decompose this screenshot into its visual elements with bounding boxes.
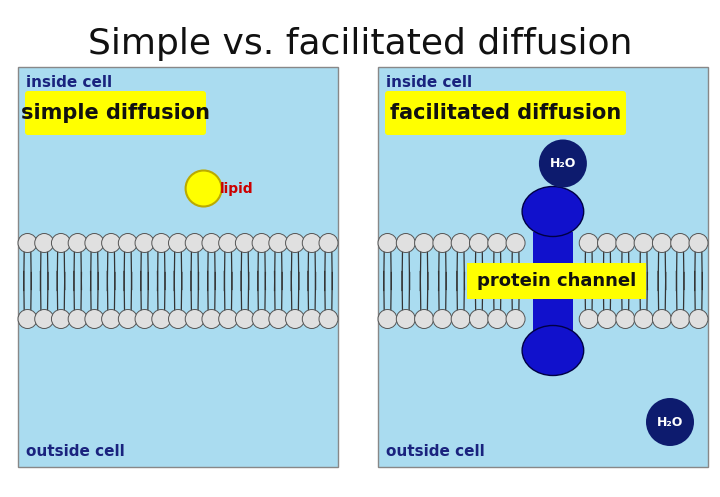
- Text: protein channel: protein channel: [477, 272, 636, 290]
- Circle shape: [319, 310, 338, 329]
- Ellipse shape: [522, 326, 584, 376]
- FancyBboxPatch shape: [385, 91, 626, 135]
- Circle shape: [378, 310, 397, 329]
- FancyBboxPatch shape: [533, 232, 573, 331]
- Circle shape: [252, 310, 271, 329]
- Circle shape: [302, 234, 321, 252]
- FancyBboxPatch shape: [18, 67, 338, 467]
- Text: inside cell: inside cell: [26, 75, 112, 90]
- Circle shape: [487, 234, 507, 252]
- Circle shape: [35, 310, 54, 329]
- Circle shape: [579, 310, 598, 329]
- Circle shape: [433, 310, 452, 329]
- Circle shape: [219, 234, 238, 252]
- Circle shape: [68, 310, 87, 329]
- Circle shape: [68, 234, 87, 252]
- Circle shape: [451, 310, 470, 329]
- Circle shape: [168, 310, 187, 329]
- Circle shape: [598, 234, 616, 252]
- Circle shape: [506, 234, 525, 252]
- Text: Simple vs. facilitated diffusion: Simple vs. facilitated diffusion: [88, 27, 632, 61]
- Circle shape: [152, 310, 171, 329]
- Circle shape: [202, 310, 221, 329]
- Circle shape: [652, 310, 672, 329]
- Circle shape: [378, 234, 397, 252]
- Circle shape: [85, 310, 104, 329]
- Text: lipid: lipid: [220, 181, 253, 195]
- Circle shape: [235, 310, 254, 329]
- Text: facilitated diffusion: facilitated diffusion: [390, 103, 621, 123]
- Circle shape: [616, 310, 635, 329]
- Circle shape: [286, 234, 305, 252]
- FancyBboxPatch shape: [25, 91, 206, 135]
- Circle shape: [487, 310, 507, 329]
- Circle shape: [646, 398, 694, 446]
- Circle shape: [634, 234, 653, 252]
- Circle shape: [152, 234, 171, 252]
- Circle shape: [598, 310, 616, 329]
- Circle shape: [616, 234, 635, 252]
- Circle shape: [539, 140, 587, 187]
- Circle shape: [118, 310, 138, 329]
- Text: H₂O: H₂O: [657, 415, 683, 428]
- Circle shape: [689, 310, 708, 329]
- Circle shape: [135, 310, 154, 329]
- Text: simple diffusion: simple diffusion: [21, 103, 210, 123]
- Text: H₂O: H₂O: [549, 157, 576, 170]
- Circle shape: [302, 310, 321, 329]
- Ellipse shape: [522, 186, 584, 237]
- Circle shape: [579, 234, 598, 252]
- Circle shape: [506, 310, 525, 329]
- Circle shape: [451, 234, 470, 252]
- Circle shape: [185, 234, 204, 252]
- Circle shape: [433, 234, 452, 252]
- Circle shape: [102, 310, 121, 329]
- Circle shape: [51, 310, 71, 329]
- Circle shape: [202, 234, 221, 252]
- Circle shape: [51, 234, 71, 252]
- Circle shape: [469, 234, 488, 252]
- Circle shape: [269, 310, 288, 329]
- Circle shape: [396, 310, 415, 329]
- Circle shape: [135, 234, 154, 252]
- Circle shape: [235, 234, 254, 252]
- Text: outside cell: outside cell: [386, 444, 485, 459]
- Circle shape: [118, 234, 138, 252]
- Circle shape: [634, 310, 653, 329]
- Circle shape: [168, 234, 187, 252]
- Circle shape: [269, 234, 288, 252]
- Circle shape: [85, 234, 104, 252]
- Circle shape: [185, 310, 204, 329]
- Circle shape: [286, 310, 305, 329]
- Circle shape: [319, 234, 338, 252]
- Circle shape: [415, 234, 433, 252]
- FancyBboxPatch shape: [467, 263, 646, 299]
- Circle shape: [186, 170, 222, 206]
- Circle shape: [415, 310, 433, 329]
- Circle shape: [102, 234, 121, 252]
- Circle shape: [18, 234, 37, 252]
- Circle shape: [35, 234, 54, 252]
- Circle shape: [18, 310, 37, 329]
- Circle shape: [252, 234, 271, 252]
- Circle shape: [671, 310, 690, 329]
- Circle shape: [219, 310, 238, 329]
- Circle shape: [652, 234, 672, 252]
- Circle shape: [396, 234, 415, 252]
- FancyBboxPatch shape: [378, 67, 708, 467]
- Text: inside cell: inside cell: [386, 75, 472, 90]
- Circle shape: [671, 234, 690, 252]
- Circle shape: [689, 234, 708, 252]
- Text: outside cell: outside cell: [26, 444, 125, 459]
- Circle shape: [469, 310, 488, 329]
